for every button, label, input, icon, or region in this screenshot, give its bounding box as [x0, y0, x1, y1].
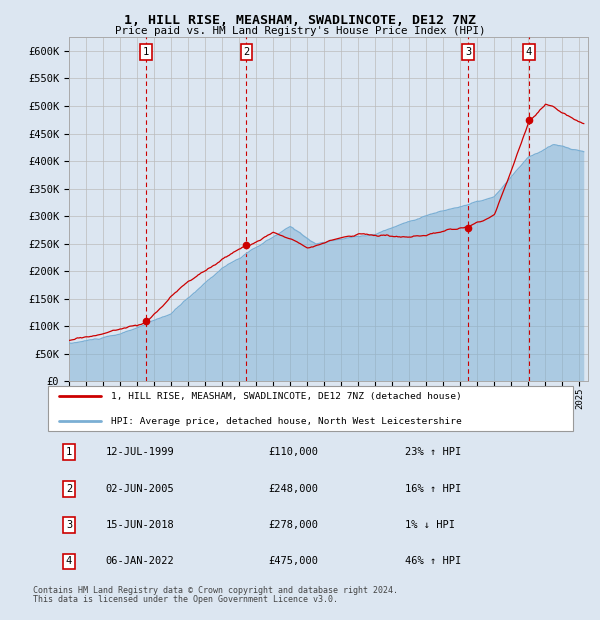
Text: HPI: Average price, detached house, North West Leicestershire: HPI: Average price, detached house, Nort… [111, 417, 462, 425]
Text: 23% ↑ HPI: 23% ↑ HPI [405, 447, 461, 457]
Text: 1% ↓ HPI: 1% ↓ HPI [405, 520, 455, 530]
Text: 4: 4 [66, 557, 72, 567]
Text: £278,000: £278,000 [269, 520, 319, 530]
Text: 1, HILL RISE, MEASHAM, SWADLINCOTE, DE12 7NZ: 1, HILL RISE, MEASHAM, SWADLINCOTE, DE12… [124, 14, 476, 27]
Text: 2: 2 [243, 47, 250, 57]
Text: Price paid vs. HM Land Registry's House Price Index (HPI): Price paid vs. HM Land Registry's House … [115, 26, 485, 36]
Text: This data is licensed under the Open Government Licence v3.0.: This data is licensed under the Open Gov… [33, 595, 338, 604]
FancyBboxPatch shape [48, 386, 573, 431]
Text: £475,000: £475,000 [269, 557, 319, 567]
Text: 06-JAN-2022: 06-JAN-2022 [106, 557, 175, 567]
Text: 3: 3 [66, 520, 72, 530]
Text: Contains HM Land Registry data © Crown copyright and database right 2024.: Contains HM Land Registry data © Crown c… [33, 586, 398, 595]
Text: 15-JUN-2018: 15-JUN-2018 [106, 520, 175, 530]
Text: 1, HILL RISE, MEASHAM, SWADLINCOTE, DE12 7NZ (detached house): 1, HILL RISE, MEASHAM, SWADLINCOTE, DE12… [111, 392, 462, 401]
Text: 12-JUL-1999: 12-JUL-1999 [106, 447, 175, 457]
Text: 3: 3 [465, 47, 471, 57]
Text: £248,000: £248,000 [269, 484, 319, 494]
Text: 1: 1 [66, 447, 72, 457]
Text: 16% ↑ HPI: 16% ↑ HPI [405, 484, 461, 494]
Text: 02-JUN-2005: 02-JUN-2005 [106, 484, 175, 494]
Text: £110,000: £110,000 [269, 447, 319, 457]
Text: 4: 4 [526, 47, 532, 57]
Text: 2: 2 [66, 484, 72, 494]
Text: 46% ↑ HPI: 46% ↑ HPI [405, 557, 461, 567]
Text: 1: 1 [143, 47, 149, 57]
